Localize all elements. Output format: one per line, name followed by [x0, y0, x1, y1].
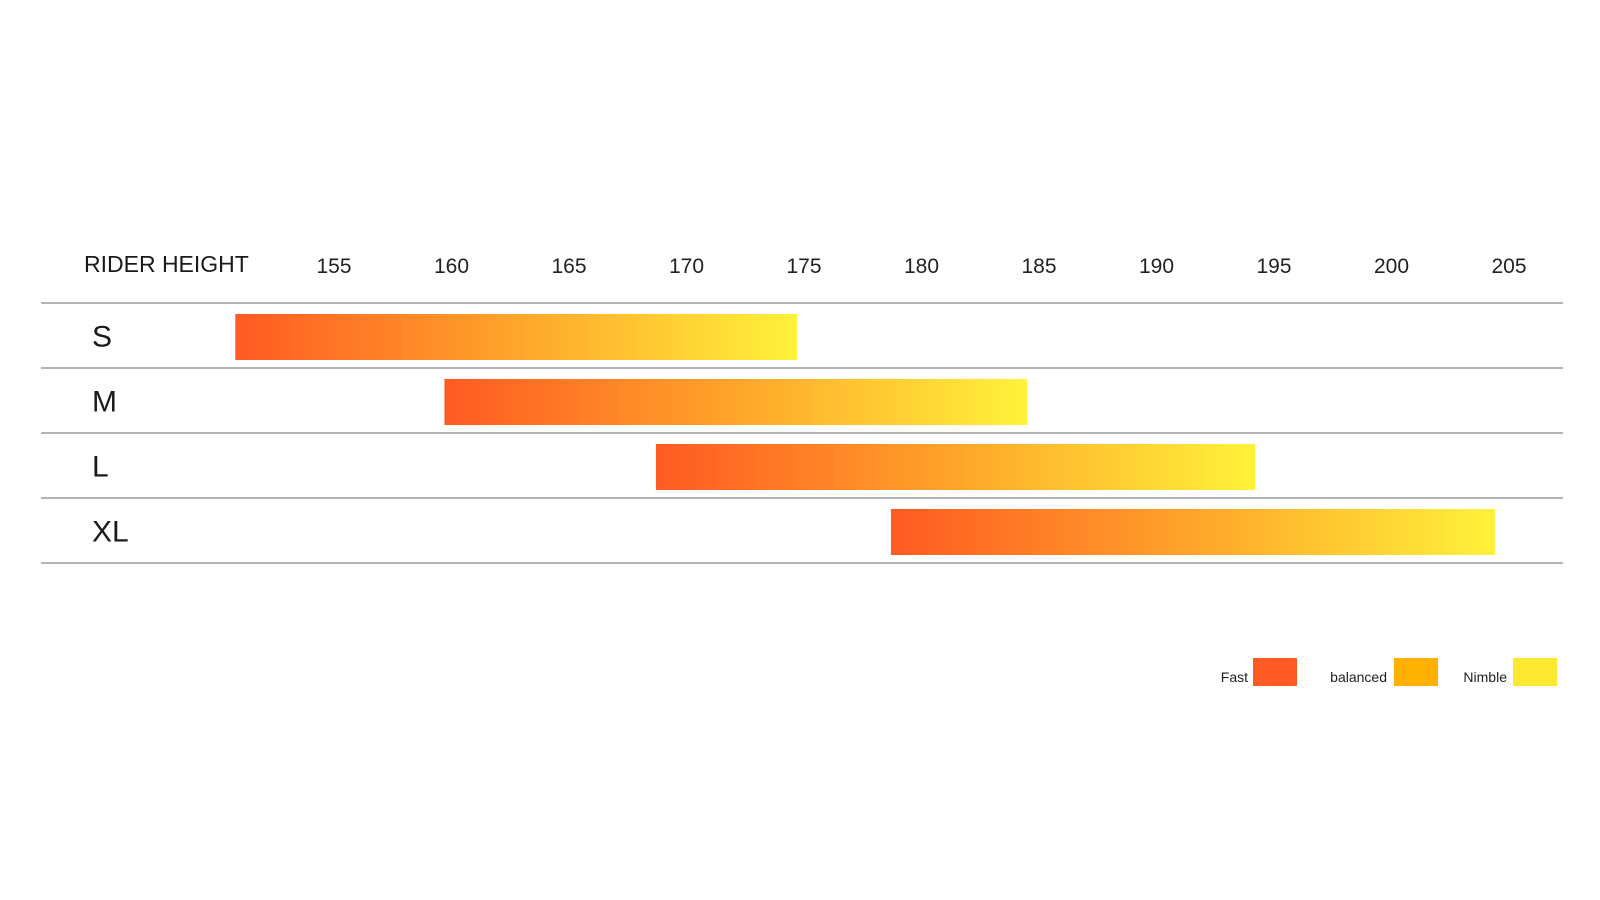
legend-label-nimble: Nimble [1463, 669, 1507, 685]
legend-swatch-balanced [1394, 658, 1438, 686]
size-label-xl: XL [92, 516, 129, 549]
legend: Fast balanced Nimble [1221, 658, 1557, 686]
range-bar-l [655, 444, 1256, 490]
rider-height-header: RIDER HEIGHT [84, 251, 249, 277]
range-bar-m [444, 379, 1028, 425]
range-bar-xl [890, 509, 1495, 555]
size-label-l: L [92, 451, 109, 484]
legend-label-fast: Fast [1221, 669, 1248, 685]
x-tick-label: 200 [1374, 255, 1409, 278]
x-tick-label: 185 [1021, 255, 1056, 278]
size-label-m: M [92, 386, 117, 419]
size-label-s: S [92, 321, 112, 354]
x-tick-label: 155 [316, 255, 351, 278]
legend-label-balanced: balanced [1330, 669, 1387, 685]
legend-swatch-fast [1253, 658, 1297, 686]
x-tick-label: 190 [1139, 255, 1174, 278]
legend-swatch-nimble [1513, 658, 1557, 686]
x-tick-label: 170 [669, 255, 704, 278]
x-tick-label: 180 [904, 255, 939, 278]
x-tick-label: 175 [786, 255, 821, 278]
range-bar-s [235, 314, 797, 360]
x-tick-label: 160 [434, 255, 469, 278]
size-rows: SML XL [41, 302, 1563, 564]
x-tick-label: 195 [1256, 255, 1291, 278]
x-tick-label: 205 [1491, 255, 1526, 278]
range-bars [235, 314, 1495, 555]
x-axis-ticks: 155 160 165 170 175 180 185 190 195 200 205 [316, 255, 1526, 278]
x-tick-label: 165 [551, 255, 586, 278]
